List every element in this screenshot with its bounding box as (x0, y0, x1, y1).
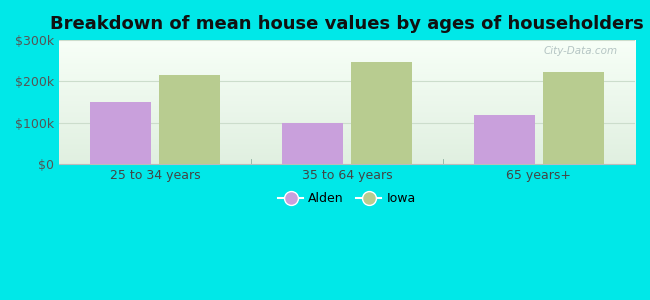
Bar (543, 72, 604, 164)
Legend: Alden, Iowa: Alden, Iowa (273, 187, 421, 210)
Bar (351, 61, 412, 164)
Bar (159, 75, 220, 164)
Bar (281, 123, 343, 164)
Text: City-Data.com: City-Data.com (543, 46, 618, 56)
Bar (90, 102, 151, 164)
Title: Breakdown of mean house values by ages of householders: Breakdown of mean house values by ages o… (50, 15, 644, 33)
Bar (474, 115, 535, 164)
